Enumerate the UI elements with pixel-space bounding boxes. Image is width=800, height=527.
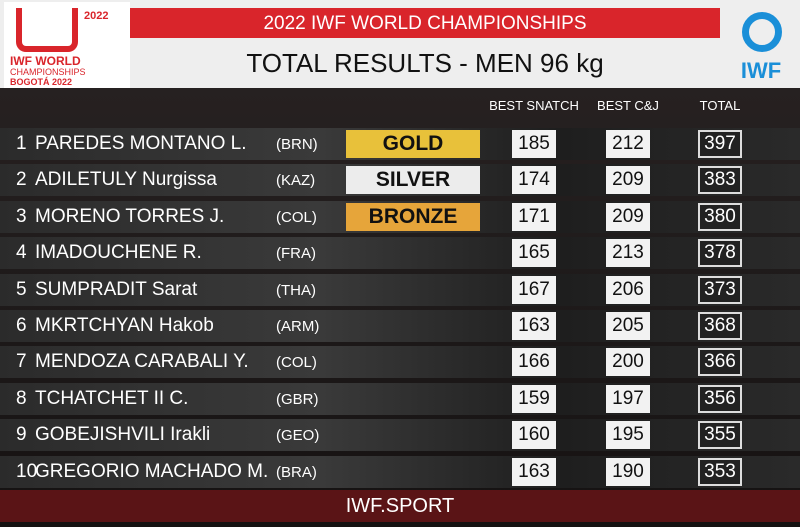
brand-icon — [742, 12, 782, 52]
total: 366 — [698, 348, 742, 377]
total: 397 — [698, 130, 742, 158]
cj: 212 — [606, 130, 650, 158]
row-bg — [0, 455, 800, 488]
rank: 2 — [16, 169, 27, 191]
snatch: 174 — [512, 166, 556, 195]
row-bg — [0, 382, 800, 415]
rank: 8 — [16, 387, 27, 409]
cj: 209 — [606, 202, 650, 231]
country: (COL) — [276, 208, 317, 226]
total: 355 — [698, 421, 742, 450]
cj: 209 — [606, 166, 650, 195]
column-header: TOTAL — [699, 98, 741, 113]
athlete-name: ADILETULY Nurgissa — [35, 169, 217, 191]
row-bg — [0, 419, 800, 452]
cj: 195 — [606, 421, 650, 450]
country: (BRA) — [276, 463, 317, 481]
total: 368 — [698, 312, 742, 340]
athlete-name: PAREDES MONTANO L. — [35, 133, 247, 154]
title: 2022 IWF WORLD CHAMPIONSHIPS — [263, 13, 587, 34]
column-header: BEST SNATCH — [489, 98, 579, 113]
brand: IWF — [740, 58, 782, 83]
country: (FRA) — [276, 245, 316, 263]
cj: 200 — [606, 348, 650, 377]
athlete-name: IMADOUCHENE R. — [35, 242, 202, 264]
row-bg — [0, 310, 800, 342]
logo-shape — [16, 8, 78, 52]
row-bg — [0, 237, 800, 270]
snatch: 160 — [512, 421, 556, 450]
event-logo: 2022 IWF WORLD CHAMPIONSHIPS BOGOTÁ 2022 — [4, 2, 130, 88]
snatch: 167 — [512, 275, 556, 304]
athlete-name: MORENO TORRES J. — [35, 205, 225, 227]
athlete-name: GREGORIO MACHADO M. — [35, 460, 269, 482]
country: (BRN) — [276, 136, 318, 153]
country: (THA) — [276, 281, 316, 299]
medal: SILVER — [346, 166, 480, 195]
total: 383 — [698, 166, 742, 195]
athlete-name: MENDOZA CARABALI Y. — [35, 351, 249, 373]
subtitle: TOTAL RESULTS - MEN 96 kg — [246, 48, 604, 78]
cj: 190 — [606, 457, 650, 486]
snatch: 171 — [512, 202, 556, 231]
rank: 7 — [16, 351, 27, 373]
snatch: 163 — [512, 312, 556, 340]
country: (GEO) — [276, 427, 320, 445]
total: 378 — [698, 239, 742, 268]
rank: 5 — [16, 278, 27, 300]
rank: 6 — [16, 315, 27, 336]
logo-text: IWF WORLD — [10, 54, 81, 68]
footer-band — [0, 490, 800, 522]
snatch: 166 — [512, 348, 556, 377]
medal: GOLD — [346, 130, 480, 158]
snatch: 165 — [512, 239, 556, 268]
total: 356 — [698, 384, 742, 413]
rank: 10 — [16, 460, 38, 482]
athlete-name: TCHATCHET II C. — [35, 387, 189, 409]
row-bg — [0, 273, 800, 306]
athlete-name: SUMPRADIT Sarat — [35, 278, 198, 300]
cj: 197 — [606, 384, 650, 413]
rank: 1 — [16, 133, 27, 154]
rank: 3 — [16, 205, 27, 227]
total: 380 — [698, 202, 742, 231]
medal: BRONZE — [346, 202, 480, 231]
snatch: 159 — [512, 384, 556, 413]
cj: 213 — [606, 239, 650, 268]
cj: 205 — [606, 312, 650, 340]
snatch: 163 — [512, 457, 556, 486]
snatch: 185 — [512, 130, 556, 158]
athlete-name: GOBEJISHVILI Irakli — [35, 424, 211, 446]
logo-text: BOGOTÁ 2022 — [10, 77, 73, 87]
cj: 206 — [606, 275, 650, 304]
rank: 4 — [16, 242, 27, 264]
athlete-name: MKRTCHYAN Hakob — [35, 315, 214, 336]
title-band — [130, 8, 720, 38]
logo-text: CHAMPIONSHIPS — [10, 67, 86, 77]
total: 373 — [698, 275, 742, 304]
column-header: BEST C&J — [597, 98, 659, 113]
row-bg — [0, 346, 800, 379]
logo-year: 2022 — [84, 10, 109, 22]
country: (KAZ) — [276, 172, 316, 190]
country: (GBR) — [276, 390, 319, 408]
rank: 9 — [16, 424, 27, 446]
total: 353 — [698, 457, 742, 486]
country: (COL) — [276, 354, 317, 372]
country: (ARM) — [276, 318, 320, 335]
footer: IWF.SPORT — [345, 495, 455, 517]
